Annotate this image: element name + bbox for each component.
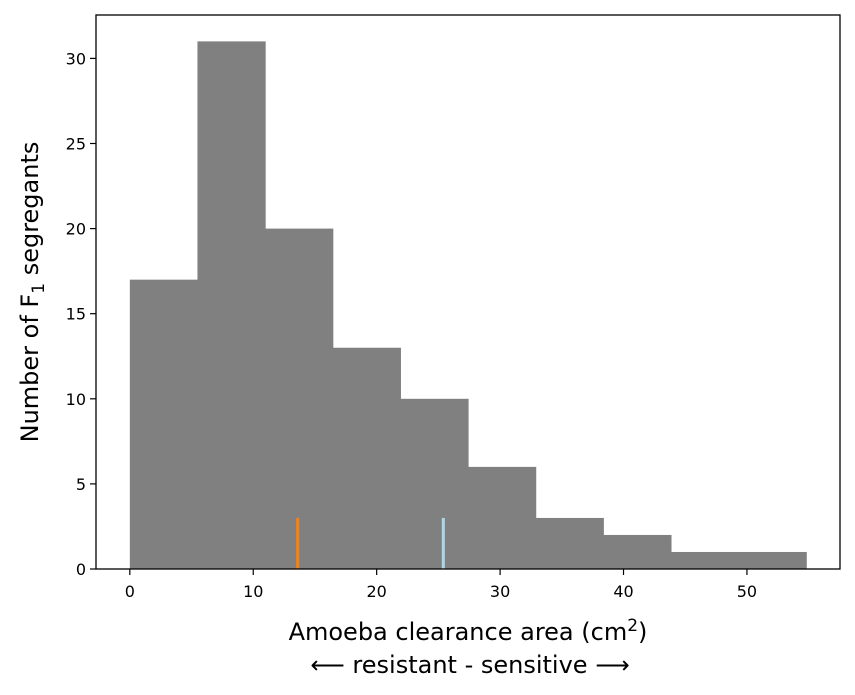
y-tick-label: 15	[66, 305, 86, 324]
x-axis-ticks: 0 10 20 30 40 50	[125, 569, 757, 601]
x-tick-label: 0	[125, 582, 135, 601]
plot-frame	[95, 14, 841, 570]
x-tick-label: 20	[366, 582, 386, 601]
y-axis-ticks: 0 5 10 15 20 25 30	[66, 49, 96, 579]
x-axis-label: Amoeba clearance area (cm2)	[289, 616, 648, 646]
x-tick-label: 50	[737, 582, 757, 601]
histogram-bar-3	[265, 228, 334, 569]
histogram-bar-10	[738, 551, 807, 569]
histogram-bar-9	[670, 551, 740, 569]
y-tick-label: 0	[76, 560, 86, 579]
y-axis-label: Number of F1 segregants	[16, 142, 49, 443]
histogram-bar-5	[400, 398, 469, 569]
x-tick-label: 30	[490, 582, 510, 601]
histogram-bar-1	[129, 279, 199, 569]
histogram-bars	[129, 41, 807, 569]
histogram-bar-7	[535, 517, 604, 569]
x-tick-label: 40	[613, 582, 633, 601]
x-axis-label-direction: ⟵ resistant - sensitive ⟶	[310, 651, 629, 679]
y-tick-label: 30	[66, 49, 86, 68]
histogram-bar-2	[197, 41, 266, 569]
y-tick-label: 5	[76, 475, 86, 494]
y-tick-label: 10	[66, 390, 86, 409]
marker-lines	[296, 517, 445, 569]
histogram-bar-8	[603, 534, 672, 569]
histogram-bar-6	[468, 466, 537, 569]
histogram-bar-4	[332, 347, 401, 569]
y-tick-label: 20	[66, 220, 86, 239]
y-tick-label: 25	[66, 135, 86, 154]
x-tick-label: 10	[243, 582, 263, 601]
